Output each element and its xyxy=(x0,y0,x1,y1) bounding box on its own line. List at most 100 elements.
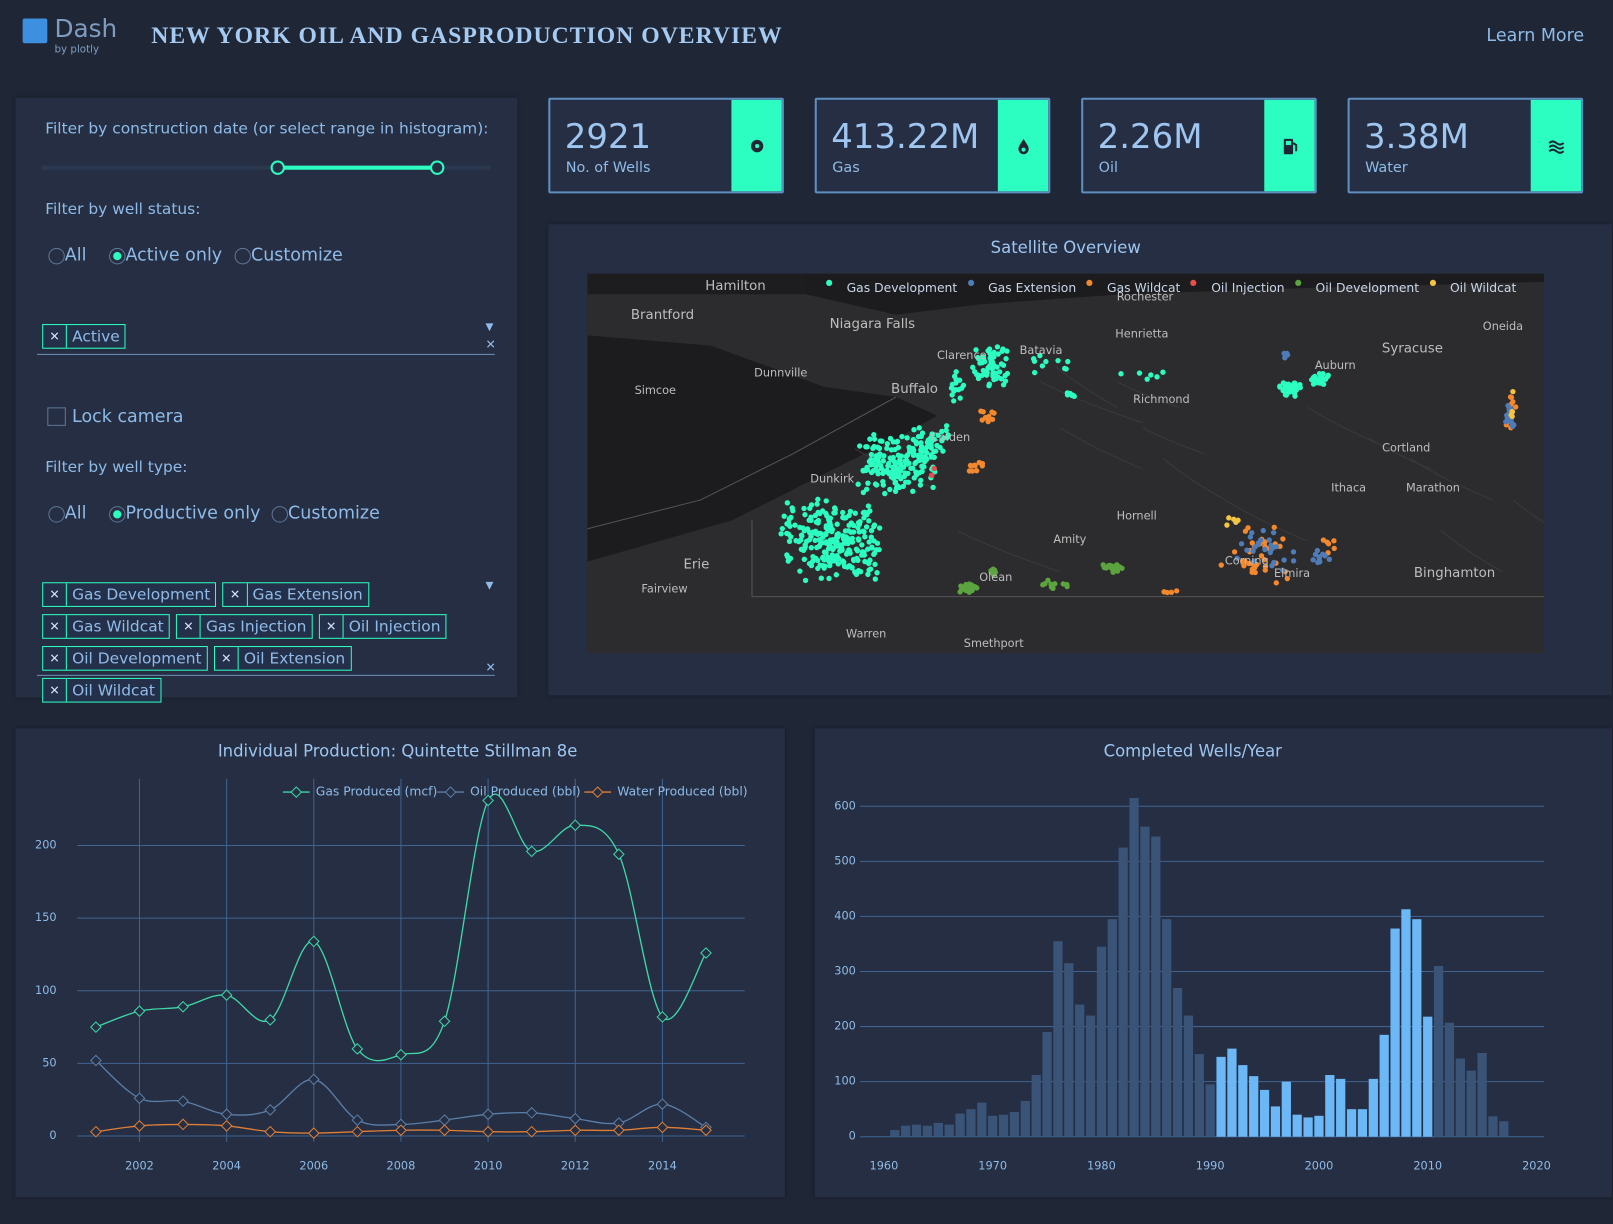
tag-label: Oil Injection xyxy=(348,617,441,636)
well-point xyxy=(819,539,826,546)
radio-button[interactable] xyxy=(48,247,65,265)
map[interactable]: Hamilton Brantford Niagara Falls Rochester H… xyxy=(587,273,1545,654)
tag-label: Oil Development xyxy=(72,649,202,668)
tag-remove[interactable]: ✕ xyxy=(43,678,67,702)
legend-label[interactable]: Oil Wildcat xyxy=(1449,280,1517,296)
well-point xyxy=(1003,356,1009,362)
bar xyxy=(1064,963,1074,1137)
well-point xyxy=(850,529,857,535)
slider-handle[interactable] xyxy=(270,160,285,175)
radio-label[interactable]: All xyxy=(64,503,87,524)
radio-button[interactable] xyxy=(234,247,252,265)
well-point xyxy=(875,444,881,450)
bar xyxy=(1009,1111,1020,1137)
legend-dot[interactable] xyxy=(826,279,833,286)
well-point xyxy=(1002,378,1009,384)
dropdown-arrow[interactable]: ▼ xyxy=(485,580,494,592)
point-marker xyxy=(307,1073,320,1086)
clear-button[interactable]: ✕ xyxy=(485,337,496,352)
bar xyxy=(998,1114,1009,1137)
well-point xyxy=(1004,348,1010,354)
well-point xyxy=(812,512,819,519)
radio-label[interactable]: Productive only xyxy=(125,503,261,524)
dropdown-arrow[interactable]: ▼ xyxy=(485,321,494,334)
legend-dot[interactable] xyxy=(1190,279,1197,286)
tag-label: Gas Extension xyxy=(252,585,363,604)
point-marker xyxy=(133,1092,146,1105)
well-point xyxy=(859,549,866,555)
tag: ✕ Gas Extension xyxy=(222,582,369,607)
well-point xyxy=(836,543,842,549)
well-point xyxy=(802,511,808,518)
bar xyxy=(1096,946,1107,1137)
well-point xyxy=(784,521,790,527)
legend-dot[interactable] xyxy=(1429,279,1436,286)
icon-part xyxy=(1017,138,1029,154)
radio-button[interactable] xyxy=(48,506,65,523)
legend-label[interactable]: Oil Injection xyxy=(1211,280,1285,296)
radio-label[interactable]: All xyxy=(64,244,87,266)
bar xyxy=(1118,847,1128,1137)
well-point xyxy=(1224,522,1230,528)
radio-button[interactable] xyxy=(109,247,126,265)
tag-remove[interactable]: ✕ xyxy=(43,583,67,606)
tag-remove[interactable]: ✕ xyxy=(43,615,67,638)
well-point xyxy=(1510,388,1516,395)
bar xyxy=(1477,1052,1487,1137)
well-point xyxy=(840,559,846,565)
tag-remove[interactable]: ✕ xyxy=(320,615,344,638)
well-point xyxy=(821,557,827,563)
road xyxy=(1039,381,1144,424)
well-point xyxy=(1509,408,1515,415)
tag-remove[interactable]: ✕ xyxy=(215,647,239,670)
tag-remove[interactable]: ✕ xyxy=(43,647,67,670)
well-point xyxy=(910,465,916,471)
tag-remove[interactable]: ✕ xyxy=(224,583,248,606)
well-point xyxy=(1113,564,1120,570)
well-point xyxy=(998,376,1005,382)
border xyxy=(587,396,1545,598)
legend-label[interactable]: Gas Development xyxy=(846,280,958,296)
well-point xyxy=(826,541,832,548)
legend-label[interactable]: Gas Wildcat xyxy=(1107,280,1181,296)
well-point xyxy=(868,469,875,476)
well-point xyxy=(888,447,895,453)
well-point xyxy=(781,513,787,519)
radio-label[interactable]: Customize xyxy=(288,503,380,524)
well-point xyxy=(884,445,890,451)
legend-label[interactable]: Oil Development xyxy=(1315,280,1420,296)
well-point xyxy=(814,544,820,551)
well-point xyxy=(1218,562,1224,568)
legend-dot[interactable] xyxy=(1086,279,1093,286)
production-chart: Individual Production: Quintette Stillma… xyxy=(35,741,748,1172)
tag-remove[interactable]: ✕ xyxy=(43,325,67,348)
well-point xyxy=(1316,555,1322,562)
place-label: Brantford xyxy=(631,308,694,323)
radio-button[interactable] xyxy=(109,506,126,523)
legend-dot[interactable] xyxy=(1294,279,1302,286)
place-label: Colden xyxy=(931,431,970,444)
radio-label[interactable]: Customize xyxy=(251,244,343,266)
well-point xyxy=(882,490,888,497)
point-marker xyxy=(220,989,233,1002)
well-point xyxy=(886,470,892,477)
lock-camera-checkbox[interactable] xyxy=(47,407,66,426)
point-marker xyxy=(700,1124,712,1137)
learn-more-link[interactable]: Learn More xyxy=(1486,25,1585,47)
wells-chart: Completed Wells/Year 0 100 200 300 400 500 600 1… xyxy=(834,741,1551,1172)
clear-button[interactable]: ✕ xyxy=(485,660,496,675)
bar xyxy=(966,1109,976,1137)
y-tick-label: 200 xyxy=(834,1020,856,1033)
stat-card: 2.26M Oil xyxy=(1081,97,1317,194)
radio-button[interactable] xyxy=(271,506,289,523)
legend-label[interactable]: Gas Extension xyxy=(988,280,1077,296)
well-point xyxy=(857,568,864,575)
point-marker xyxy=(438,1015,451,1028)
well-point xyxy=(841,563,848,569)
legend-dot[interactable] xyxy=(967,279,974,286)
radio-label[interactable]: Active only xyxy=(125,244,223,266)
slider-handle[interactable] xyxy=(429,160,445,175)
tag: ✕ Gas Injection xyxy=(176,614,313,639)
tag-remove[interactable]: ✕ xyxy=(177,615,201,638)
